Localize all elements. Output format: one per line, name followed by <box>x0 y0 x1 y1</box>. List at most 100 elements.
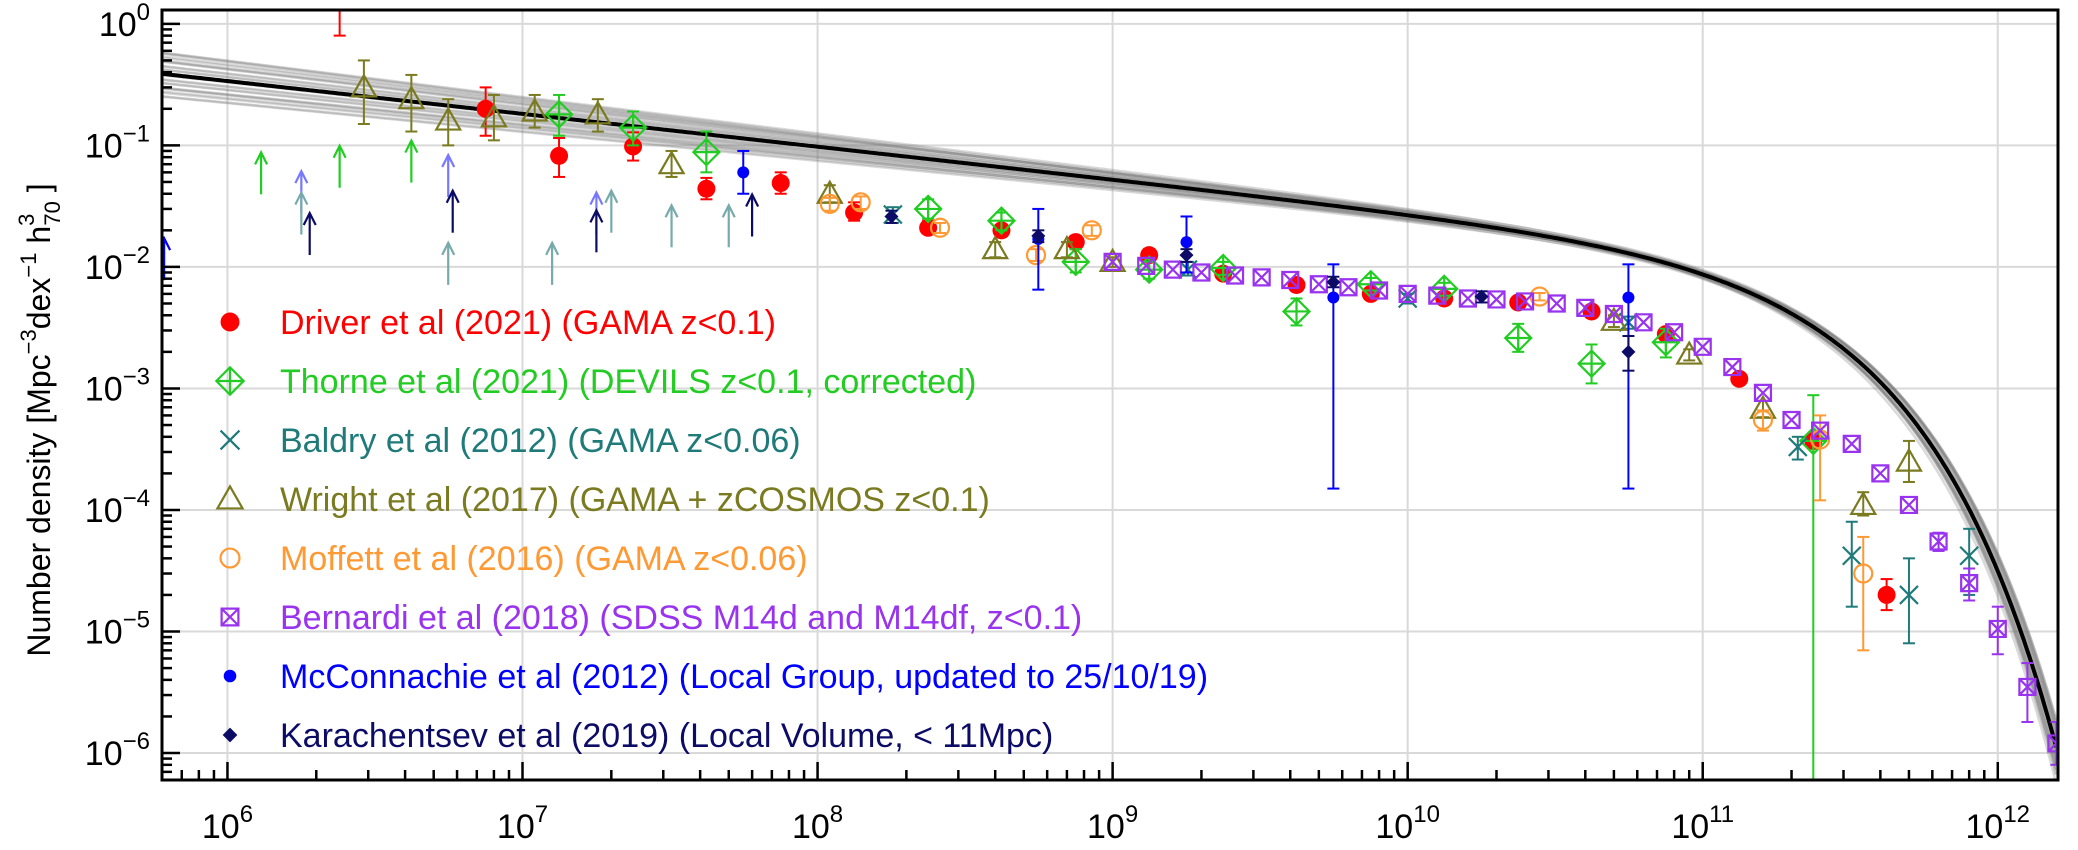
fit-sample-curve <box>162 65 2058 770</box>
data-point <box>2018 662 2037 724</box>
legend-label: Karachentsev et al (2019) (Local Volume,… <box>280 717 1053 755</box>
data-point <box>1281 270 1300 290</box>
data-point <box>1811 421 1830 440</box>
data-point <box>819 193 840 214</box>
data-point <box>1576 298 1595 317</box>
data-point <box>1327 263 1340 490</box>
data-point <box>1053 234 1081 260</box>
data-point <box>1281 296 1312 327</box>
y-tick-label: 10−6 <box>85 728 150 773</box>
limit-arrow <box>404 138 419 183</box>
legend-label: Baldry et al (2012) (GAMA z<0.06) <box>280 422 801 460</box>
data-point <box>1622 263 1635 490</box>
data-point <box>691 130 721 174</box>
data-point <box>1061 247 1091 277</box>
data-point <box>850 192 871 213</box>
data-point <box>1252 268 1271 287</box>
data-point <box>1842 434 1861 453</box>
data-point <box>884 209 899 224</box>
ylabel-mid2: h <box>21 226 57 253</box>
y-tick-label: 100 <box>99 0 150 44</box>
x-tick-label: 1010 <box>1375 801 1440 846</box>
series-4 <box>819 192 1874 652</box>
limit-arrow <box>445 188 460 233</box>
legend-label: McConnachie et al (2012) (Local Group, u… <box>280 658 1208 696</box>
legend-label: Thorne et al (2021) (DEVILS z<0.1, corre… <box>280 363 976 401</box>
data-point <box>1225 266 1245 285</box>
data-point <box>1693 337 1712 356</box>
legend-entry: Thorne et al (2021) (DEVILS z<0.1, corre… <box>214 363 976 401</box>
fit-sample-curve <box>162 59 2058 742</box>
data-point <box>1179 248 1194 263</box>
fit-sample-curve <box>162 52 2057 780</box>
data-point <box>657 149 686 178</box>
data-point <box>1474 289 1489 304</box>
y-tick-label: 10−3 <box>85 363 150 408</box>
data-point <box>1853 535 1874 652</box>
legend-label: Driver et al (2021) (GAMA z<0.1) <box>280 304 776 342</box>
data-point <box>1137 256 1156 275</box>
data-point <box>583 98 612 133</box>
data-point <box>913 194 943 224</box>
legend-entry: Wright et al (2017) (GAMA + zCOSMOS z<0.… <box>215 481 990 519</box>
y-tick-label: 10−1 <box>85 120 150 165</box>
data-point <box>1103 252 1122 271</box>
series-3 <box>349 59 1923 517</box>
fit-curve-band <box>162 51 2058 780</box>
data-point <box>1025 245 1047 266</box>
data-point <box>1309 275 1328 294</box>
data-point <box>1899 557 1919 645</box>
series-7 <box>884 209 1636 372</box>
fit-sample-curve <box>162 60 2058 760</box>
limit-arrow <box>302 210 317 256</box>
limit-arrow <box>545 240 560 285</box>
x-tick-label: 106 <box>202 801 253 846</box>
legend-entry: Driver et al (2021) (GAMA z<0.1) <box>220 304 776 342</box>
fit-sample-curve <box>162 59 2058 725</box>
legend-entry: Karachentsev et al (2019) (Local Volume,… <box>222 717 1053 755</box>
limit-arrow <box>162 235 172 281</box>
data-point <box>1752 409 1774 432</box>
fit-sample-curve <box>162 51 2058 746</box>
legend-label: Bernardi et al (2018) (SDSS M14d and M14… <box>280 599 1082 637</box>
x-tick-label: 108 <box>792 801 843 846</box>
y-tick-label: 10−4 <box>85 485 150 530</box>
data-point <box>1782 410 1801 430</box>
limit-arrow <box>721 202 736 248</box>
legend-entry: Moffett et al (2016) (GAMA z<0.06) <box>219 540 808 578</box>
grid <box>162 10 2058 780</box>
data-point <box>520 93 549 129</box>
ylabel-end: ] <box>21 183 57 201</box>
data-point <box>1031 228 1046 244</box>
data-point <box>1503 322 1533 353</box>
ylabel-sup2: −1 <box>16 253 41 278</box>
legend-label: Wright et al (2017) (GAMA + zCOSMOS z<0.… <box>280 481 990 519</box>
data-point <box>986 206 1017 236</box>
limit-arrow <box>745 192 760 237</box>
data-point <box>1665 323 1684 342</box>
data-point <box>1398 284 1417 303</box>
data-point <box>1180 215 1193 274</box>
data-point <box>1929 531 1948 552</box>
data-point <box>1339 278 1358 297</box>
data-point <box>1871 464 1890 483</box>
limit-arrow <box>294 190 309 235</box>
limit-arrow <box>441 152 456 198</box>
data-point <box>1428 286 1447 305</box>
data-point <box>1604 304 1623 324</box>
y-axis-label: Number density [Mpc−3dex−1 h370 ] <box>14 183 65 656</box>
data-point <box>737 149 750 195</box>
ylabel-main: Number density [Mpc <box>21 354 57 656</box>
limit-arrow <box>589 207 604 253</box>
data-point <box>981 234 1010 260</box>
limit-arrow <box>664 202 679 248</box>
data-point <box>618 110 648 147</box>
fit-sample-curve <box>162 81 2058 725</box>
data-point <box>1192 263 1211 282</box>
data-point <box>1849 490 1878 517</box>
data-point <box>480 93 508 142</box>
legend-entry: Bernardi et al (2018) (SDSS M14d and M14… <box>220 599 1082 637</box>
series-6 <box>737 149 1635 490</box>
